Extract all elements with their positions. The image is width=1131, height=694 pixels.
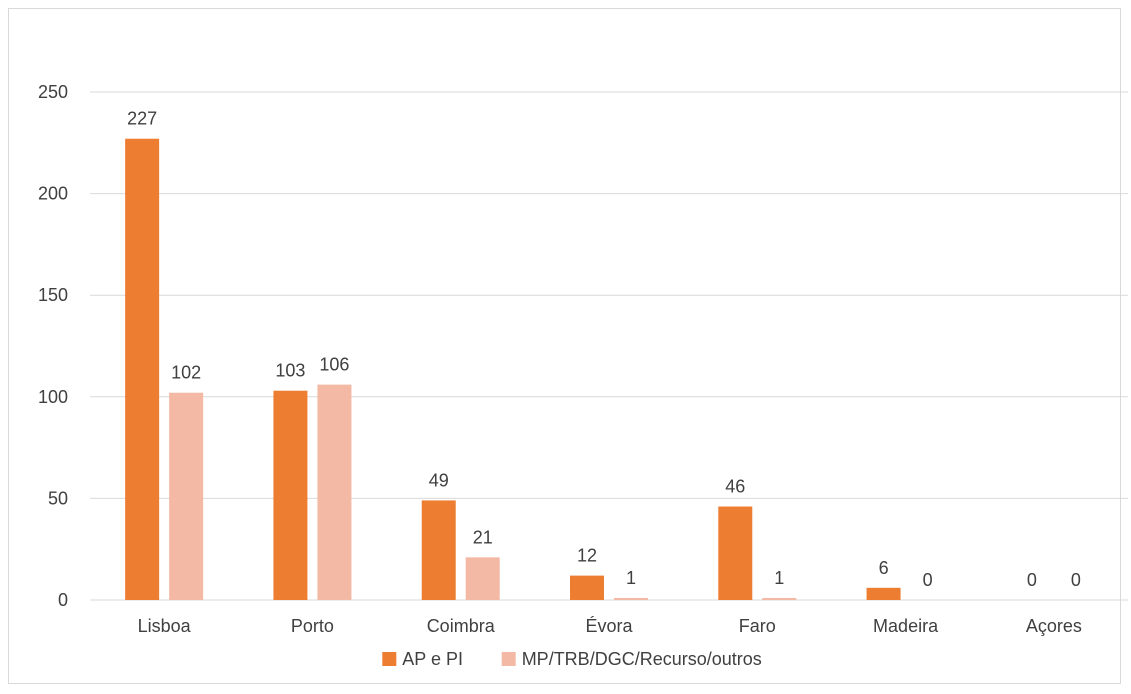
legend: AP e PI MP/TRB/DGC/Recurso/outros <box>382 649 762 669</box>
data-label-faro-series-1: 46 <box>725 477 745 497</box>
y-axis: 0 50 100 150 200 250 <box>38 82 68 610</box>
data-label-evora-series-2: 1 <box>626 568 636 588</box>
y-tick-label: 200 <box>38 184 68 204</box>
x-tick-label-faro: Faro <box>739 616 776 636</box>
legend-swatch-series-2 <box>501 652 516 666</box>
data-label-faro-series-2: 1 <box>774 568 784 588</box>
bar-faro-series-1 <box>718 506 753 600</box>
data-label-madeira-series-1: 6 <box>879 558 889 578</box>
data-label-acores-series-2: 0 <box>1071 570 1081 590</box>
bar-lisboa-series-2 <box>169 392 204 600</box>
y-tick-label: 50 <box>48 488 68 508</box>
y-tick-label: 100 <box>38 387 68 407</box>
data-label-coimbra-series-1: 49 <box>429 470 449 490</box>
x-tick-label-evora: Évora <box>585 616 633 636</box>
data-labels: 227 102 103 106 49 21 12 1 46 1 6 0 0 0 <box>127 109 1081 590</box>
bar-faro-series-2 <box>762 597 797 600</box>
bars <box>125 138 901 600</box>
data-label-porto-series-2: 106 <box>319 355 349 375</box>
legend-label-series-2: MP/TRB/DGC/Recurso/outros <box>522 649 762 669</box>
bar-coimbra-series-2 <box>465 557 500 600</box>
data-label-lisboa-series-1: 227 <box>127 109 157 129</box>
y-tick-label: 150 <box>38 285 68 305</box>
bar-evora-series-2 <box>614 597 648 600</box>
data-label-acores-series-1: 0 <box>1027 570 1037 590</box>
data-label-lisboa-series-2: 102 <box>171 363 201 383</box>
bar-evora-series-1 <box>570 575 604 600</box>
data-label-evora-series-1: 12 <box>577 546 597 566</box>
legend-label-series-1: AP e PI <box>402 649 463 669</box>
x-tick-label-porto: Porto <box>291 616 334 636</box>
x-tick-label-madeira: Madeira <box>873 616 939 636</box>
data-label-coimbra-series-2: 21 <box>473 527 493 547</box>
bar-porto-series-1 <box>273 390 308 600</box>
bar-coimbra-series-1 <box>421 500 456 600</box>
data-label-porto-series-1: 103 <box>275 361 305 381</box>
data-label-madeira-series-2: 0 <box>923 570 933 590</box>
bar-madeira-series-1 <box>866 587 901 600</box>
legend-swatch-series-1 <box>382 652 397 666</box>
bar-porto-series-2 <box>317 384 352 600</box>
y-tick-label: 250 <box>38 82 68 102</box>
x-tick-label-lisboa: Lisboa <box>138 616 192 636</box>
gridlines <box>90 91 1128 601</box>
bar-lisboa-series-1 <box>125 138 160 600</box>
x-tick-label-coimbra: Coimbra <box>427 616 496 636</box>
x-axis: Lisboa Porto Coimbra Évora Faro Madeira Açores <box>138 616 1082 636</box>
y-tick-label: 0 <box>58 590 68 610</box>
x-tick-label-acores: Açores <box>1026 616 1082 636</box>
